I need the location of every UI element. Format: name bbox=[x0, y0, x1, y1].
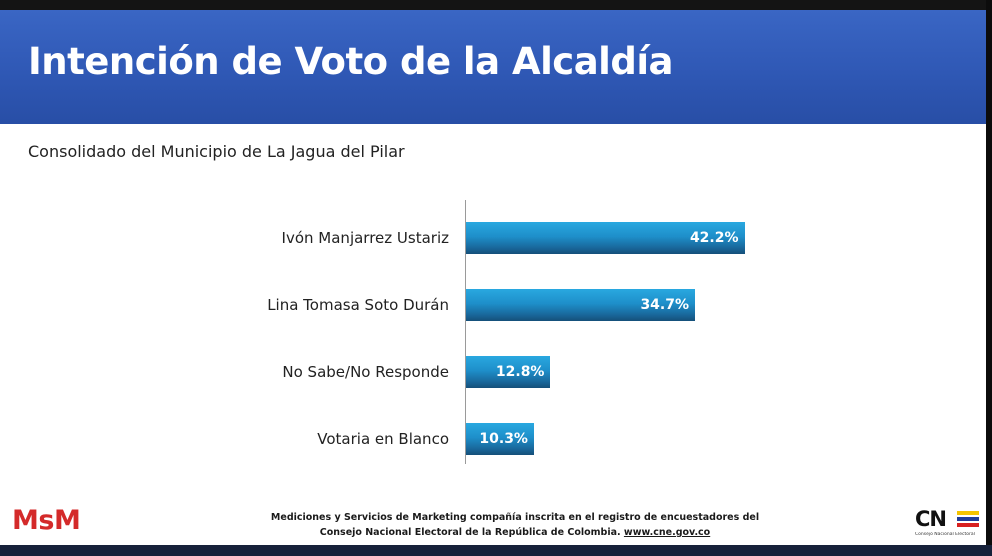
category-axis-line bbox=[465, 200, 466, 464]
cne-logo-subtitle: Consejo Nacional Electoral bbox=[915, 532, 975, 537]
slide: Intención de Voto de la Alcaldía Consoli… bbox=[0, 10, 986, 545]
cne-stripe bbox=[957, 511, 979, 515]
cne-stripe bbox=[957, 523, 979, 527]
page-title: Intención de Voto de la Alcaldía bbox=[28, 40, 674, 83]
bar-chart: Ivón Manjarrez Ustariz 42.2% Lina Tomasa S… bbox=[0, 200, 986, 470]
msm-logo: MsM bbox=[12, 505, 81, 536]
category-label: Votaria en Blanco bbox=[317, 430, 449, 448]
title-banner: Intención de Voto de la Alcaldía bbox=[0, 10, 986, 124]
cne-logo-letters: CN bbox=[915, 507, 947, 531]
category-label: No Sabe/No Responde bbox=[282, 363, 449, 381]
top-edge bbox=[0, 0, 992, 10]
footer-disclaimer: Mediciones y Servicios de Marketing comp… bbox=[250, 510, 780, 540]
chart-subtitle: Consolidado del Municipio de La Jagua de… bbox=[28, 142, 405, 161]
footer-line-2-text: Consejo Nacional Electoral de la Repúbli… bbox=[319, 527, 621, 538]
bar-value-label: 12.8% bbox=[495, 364, 545, 380]
bar-value-label: 34.7% bbox=[640, 297, 690, 313]
bottom-edge bbox=[0, 545, 992, 556]
bar-value-label: 42.2% bbox=[689, 230, 739, 246]
category-label: Lina Tomasa Soto Durán bbox=[267, 296, 449, 314]
footer-line-2: Consejo Nacional Electoral de la Repúbli… bbox=[250, 525, 780, 540]
bar: 34.7% bbox=[466, 289, 696, 321]
bar: 10.3% bbox=[466, 423, 534, 455]
cne-link[interactable]: www.cne.gov.co bbox=[623, 527, 711, 538]
bar-value-label: 10.3% bbox=[479, 431, 528, 447]
cne-logo-stripes bbox=[957, 511, 979, 527]
footer-line-1: Mediciones y Servicios de Marketing comp… bbox=[270, 512, 760, 523]
cne-stripe bbox=[957, 517, 979, 521]
cne-logo: CN Consejo Nacional Electoral bbox=[915, 507, 981, 541]
bar: 42.2% bbox=[466, 222, 745, 254]
right-edge bbox=[986, 0, 992, 556]
bar: 12.8% bbox=[466, 356, 551, 388]
category-label: Ivón Manjarrez Ustariz bbox=[281, 229, 449, 247]
